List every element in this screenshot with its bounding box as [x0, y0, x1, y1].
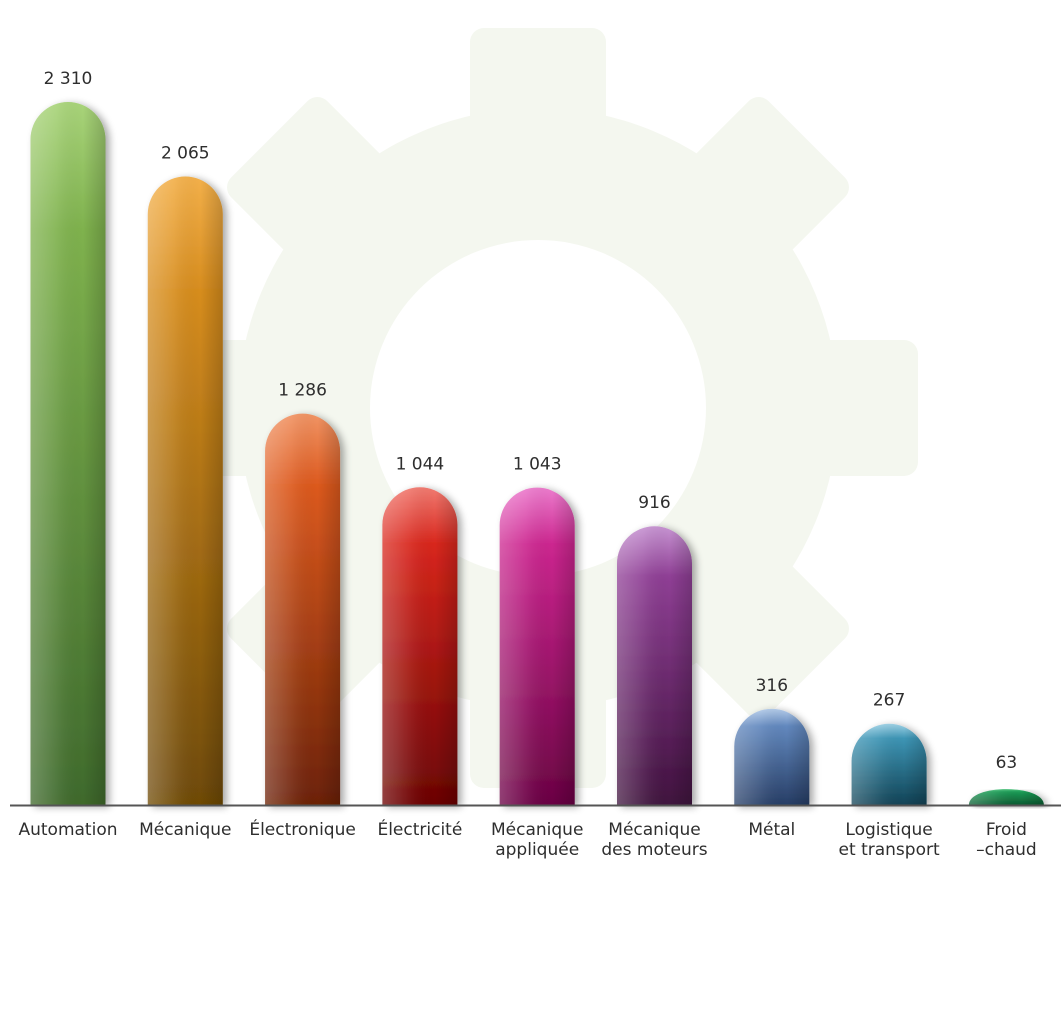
x-tick-label: Mécanique des moteurs: [601, 820, 707, 860]
x-tick-label: Mécanique: [139, 820, 231, 840]
bar-highlight: [968, 789, 1044, 805]
data-label: 2 065: [161, 144, 210, 164]
bar: [851, 723, 927, 805]
labels-group: 2 310 Automation 2 065 Mécanique 1 286 Électr…: [18, 69, 1036, 860]
bar: [30, 102, 106, 805]
x-tick-label: Électricité: [377, 818, 462, 840]
bar: [147, 176, 223, 805]
x-tick-label: Logistique et transport: [839, 820, 940, 860]
data-label: 316: [756, 676, 788, 696]
data-label: 2 310: [44, 69, 93, 89]
bars-group: [30, 102, 1044, 805]
x-tick-label: Froid –chaud: [976, 820, 1037, 860]
x-tick-label: Métal: [748, 820, 795, 840]
bar: [499, 487, 575, 805]
bar: [617, 526, 692, 805]
bar: [265, 413, 341, 805]
bar-highlight: [499, 487, 575, 805]
bar-highlight: [382, 487, 458, 805]
x-tick-label: Mécanique appliquée: [491, 820, 583, 860]
bar-highlight: [265, 413, 341, 805]
data-label: 1 044: [396, 454, 445, 474]
bar: [382, 487, 458, 805]
bar-highlight: [851, 723, 927, 805]
bar-highlight: [147, 176, 223, 805]
x-tick-label: Électronique: [249, 818, 355, 840]
data-label: 267: [873, 691, 905, 711]
data-label: 916: [638, 493, 670, 513]
data-label: 1 043: [513, 455, 562, 475]
data-label: 1 286: [278, 381, 327, 401]
bar: [968, 789, 1044, 805]
bar-highlight: [617, 526, 692, 805]
bar-highlight: [734, 708, 810, 805]
x-tick-label: Automation: [18, 820, 117, 840]
data-label: 63: [996, 753, 1018, 773]
bar-highlight: [30, 102, 106, 805]
bar: [734, 708, 810, 805]
